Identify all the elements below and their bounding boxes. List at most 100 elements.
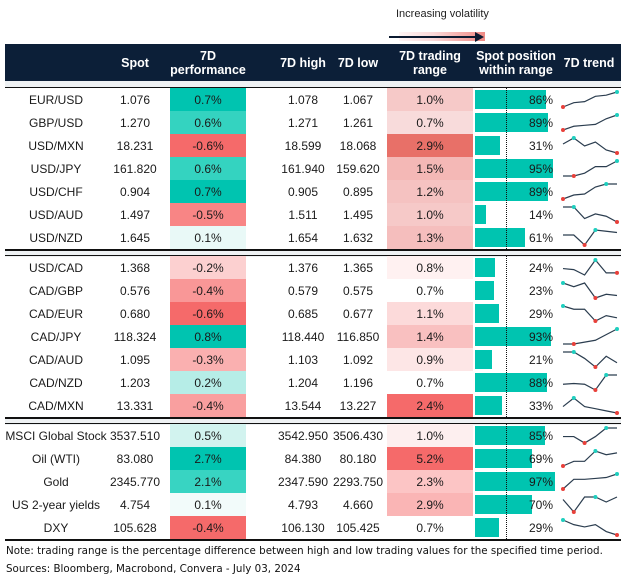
spot-value: 13.331 [116,398,154,413]
trend-low-marker [615,151,619,155]
performance-cell: -0.4% [170,394,246,417]
trend-sparkline-cell [557,516,621,539]
trend-low-marker [561,487,565,491]
spot-position-cell: 70% [475,493,557,516]
trend-sparkline [563,159,619,178]
low-value: 1.092 [342,352,374,367]
trend-low-marker [593,388,598,392]
table-row: Gold 2345.770 2.1% 2347.590 2293.750 2.3% 97% [5,470,621,493]
spot-position-bar [475,304,499,323]
instrument-label: CAD/MXN [28,398,84,413]
spot-position-bar [475,182,548,201]
section-gap [5,250,621,257]
instrument-label: CAD/NZD [29,375,83,390]
low-value: 159.620 [336,161,380,176]
performance-cell: -0.6% [170,302,246,325]
spot-position-bar [475,396,503,415]
instrument-label: CAD/JPY [30,329,82,344]
trend-line [562,374,617,391]
trend-high-marker [593,449,598,453]
trend-low-marker [593,319,598,323]
trend-low-marker [582,243,587,247]
trading-range-cell: 2.9% [387,493,473,516]
spot-position-label: 69% [528,451,553,466]
table-row: USD/NZD 1.645 0.1% 1.654 1.632 1.3% 61% [5,226,621,249]
performance-cell: -0.6% [170,134,246,157]
trend-sparkline [561,449,618,468]
header-7d-trend: 7D trend [563,55,615,70]
spot-position-cell: 95% [475,157,557,180]
spot-position-cell: 93% [475,325,557,348]
performance-cell: 0.2% [170,371,246,394]
trend-sparkline [561,113,619,132]
instrument-label: GBP/USD [28,115,83,130]
high-value: 1.271 [287,115,319,130]
trend-line [563,328,618,345]
trend-sparkline-cell [557,447,621,470]
trend-low-marker [615,270,619,275]
spot-position-label: 24% [528,260,553,275]
trend-line [562,305,618,322]
high-value: 106.130 [281,520,325,535]
instrument-label: CAD/AUD [28,352,83,367]
performance-cell: 0.6% [170,157,246,180]
trend-sparkline [561,90,619,109]
low-value: 105.425 [336,520,380,535]
trend-sparkline [563,327,619,346]
high-value: 84.380 [284,451,322,466]
high-value: 1.654 [287,230,319,245]
trend-low-marker [561,105,565,109]
trend-line [563,160,618,177]
trend-sparkline-cell [557,279,621,302]
instrument-label: USD/MXN [28,138,84,153]
performance-cell: 0.5% [170,424,246,447]
high-value: 2347.590 [277,474,329,489]
low-value: 116.850 [336,329,380,344]
performance-cell: 0.8% [170,325,246,348]
instrument-label: USD/CAD [28,260,83,275]
spot-value: 118.324 [113,329,157,344]
trading-range-cell: 1.0% [387,203,473,226]
arrow-right-icon [389,36,475,38]
high-value: 0.905 [287,184,319,199]
trend-sparkline-cell [557,371,621,394]
performance-cell: -0.3% [170,348,246,371]
trend-high-marker [615,159,619,163]
table-row: USD/AUD 1.497 -0.5% 1.511 1.495 1.0% 14% [5,203,621,226]
section-divider [5,539,621,541]
spot-value: 0.680 [119,306,151,321]
trend-line [562,496,618,513]
section-divider [5,417,621,419]
trading-range-cell: 2.4% [387,394,473,417]
trend-line [562,397,618,414]
instrument-label: DXY [43,520,69,535]
spot-position-bar [475,136,501,155]
low-value: 1.365 [342,260,374,275]
section-divider [5,422,621,424]
trend-sparkline-cell [557,325,621,348]
instrument-label: USD/NZD [29,230,83,245]
instrument-label: CAD/GBP [28,283,83,298]
trading-range-cell: 1.0% [387,424,473,447]
trend-high-marker [593,228,598,232]
trend-high-marker [571,136,576,140]
trend-line [562,137,618,154]
high-value: 1.204 [287,375,319,390]
spot-position-cell: 97% [475,470,557,493]
low-value: 0.575 [342,283,374,298]
high-value: 1.376 [287,260,319,275]
spot-position-label: 29% [528,520,553,535]
trend-high-marker [615,327,619,331]
low-value: 80.180 [339,451,377,466]
low-value: 13.227 [339,398,377,413]
spot-position-label: 93% [528,329,553,344]
trend-low-marker [571,342,576,346]
spot-position-bar [475,518,499,537]
instrument-label: MSCI Global Stock [5,428,107,443]
trend-sparkline [562,495,618,514]
performance-cell: 0.6% [170,111,246,134]
spot-position-label: 86% [528,92,553,107]
spot-value: 0.576 [119,283,151,298]
trading-range-cell: 5.2% [387,447,473,470]
high-value: 118.440 [281,329,325,344]
